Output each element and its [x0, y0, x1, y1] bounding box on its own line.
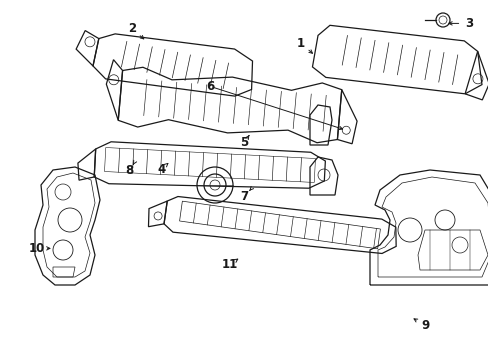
Text: 10: 10: [28, 242, 45, 255]
Text: 3: 3: [465, 17, 472, 30]
Text: 11: 11: [221, 258, 238, 271]
Text: 5: 5: [240, 136, 248, 149]
Text: 9: 9: [421, 319, 428, 332]
Text: 2: 2: [128, 22, 136, 35]
Text: 1: 1: [296, 37, 304, 50]
Text: 4: 4: [157, 163, 165, 176]
Text: 6: 6: [206, 80, 214, 93]
Text: 7: 7: [240, 190, 248, 203]
Text: 8: 8: [125, 165, 133, 177]
